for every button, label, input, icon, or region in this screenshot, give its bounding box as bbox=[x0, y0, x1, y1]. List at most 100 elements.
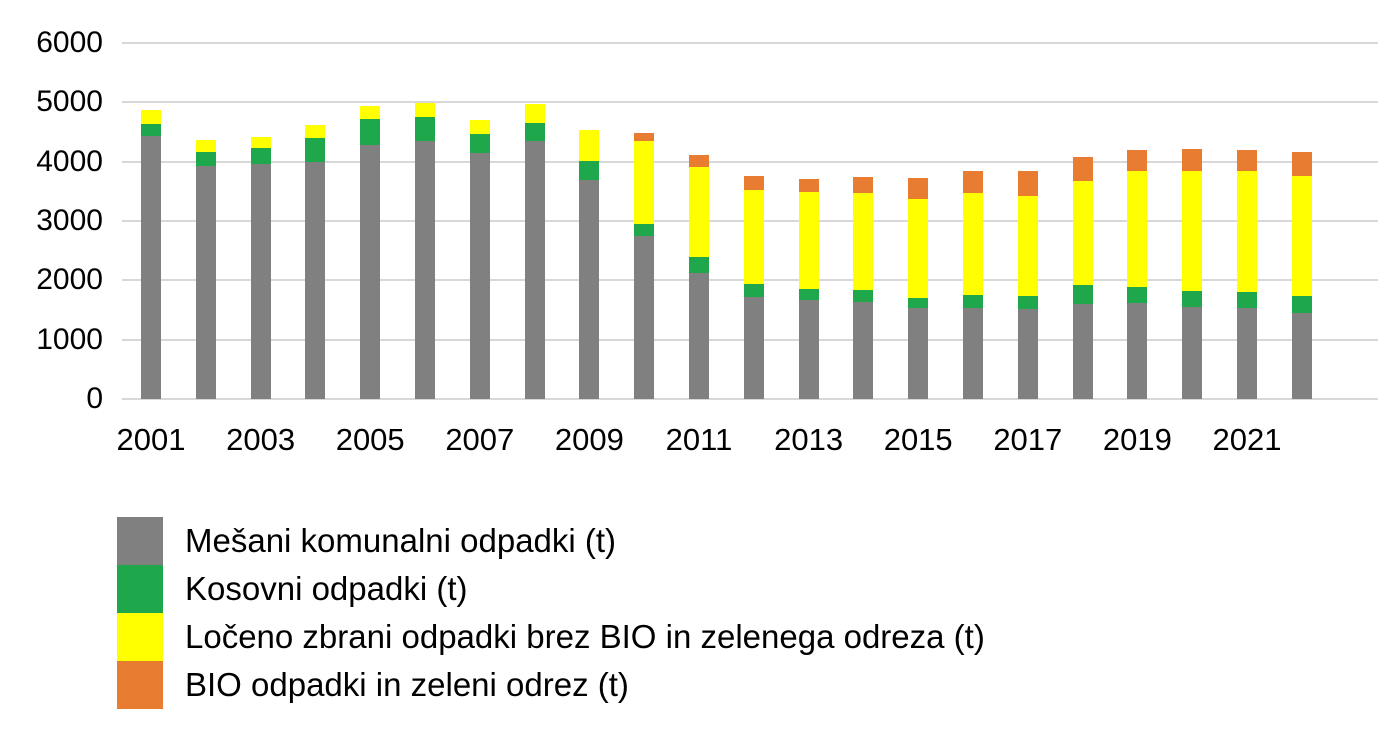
bar-segment-2006-series1 bbox=[415, 117, 435, 142]
bar-segment-2016-series0 bbox=[963, 307, 983, 399]
bar-segment-2002-series0 bbox=[195, 165, 216, 399]
gridline bbox=[122, 101, 1378, 104]
bar-segment-2010-series0 bbox=[634, 235, 655, 399]
bar-segment-2014-series1 bbox=[853, 289, 874, 302]
bar-segment-2017-series1 bbox=[1017, 296, 1038, 310]
bar-segment-2015-series3 bbox=[908, 177, 929, 199]
bar-segment-2017-series0 bbox=[1017, 309, 1038, 399]
legend-label-series2: Ločeno zbrani odpadki brez BIO in zelene… bbox=[185, 618, 985, 655]
bar-segment-2001-series1 bbox=[141, 123, 161, 137]
bar-segment-2010-series2 bbox=[634, 141, 655, 224]
bar-segment-2020-series0 bbox=[1182, 307, 1203, 399]
bar-segment-2018-series0 bbox=[1072, 304, 1093, 399]
y-axis-tick-label: 6000 bbox=[36, 26, 103, 59]
gridline bbox=[122, 42, 1378, 44]
bar-segment-2020-series2 bbox=[1182, 171, 1203, 291]
bar-segment-2020-series3 bbox=[1182, 149, 1203, 172]
bar-segment-2012-series0 bbox=[743, 296, 764, 399]
bar-segment-2006-series2 bbox=[415, 102, 435, 118]
bar-segment-2003-series0 bbox=[250, 164, 271, 399]
bar-segment-2002-series1 bbox=[195, 151, 216, 166]
bar-segment-2007-series1 bbox=[469, 134, 490, 154]
bar-segment-2022-series3 bbox=[1291, 151, 1312, 176]
bar-segment-2013-series1 bbox=[798, 289, 819, 301]
bar-segment-2016-series2 bbox=[963, 193, 983, 295]
bar-segment-2015-series2 bbox=[908, 198, 929, 298]
bar-segment-2011-series1 bbox=[689, 257, 709, 274]
bar-segment-2004-series0 bbox=[305, 161, 326, 399]
legend-label-series3: BIO odpadki in zeleni odrez (t) bbox=[185, 666, 629, 703]
bar-segment-2008-series1 bbox=[524, 123, 545, 142]
bar-segment-2007-series2 bbox=[469, 119, 490, 135]
bar-segment-2003-series1 bbox=[250, 148, 271, 165]
bar-segment-2013-series3 bbox=[798, 179, 819, 192]
bar-segment-2009-series1 bbox=[579, 161, 600, 180]
bar-segment-2015-series0 bbox=[908, 308, 929, 399]
x-axis-tick-label: 2019 bbox=[1102, 422, 1172, 457]
bar-segment-2009-series0 bbox=[579, 179, 600, 399]
bar-segment-2021-series3 bbox=[1237, 150, 1257, 172]
bar-segment-2001-series2 bbox=[141, 109, 161, 124]
y-axis-tick-label: 1000 bbox=[36, 322, 103, 356]
bar-segment-2019-series0 bbox=[1127, 303, 1148, 399]
bar-segment-2007-series0 bbox=[469, 153, 490, 399]
bar-segment-2004-series2 bbox=[305, 124, 326, 139]
x-axis-tick-label: 2011 bbox=[665, 422, 733, 457]
legend-label-series0: Mešani komunalni odpadki (t) bbox=[185, 522, 617, 559]
bar-segment-2014-series0 bbox=[853, 301, 874, 399]
bar-segment-2022-series2 bbox=[1291, 175, 1312, 297]
bar-segment-2014-series3 bbox=[853, 177, 874, 193]
x-axis-tick-label: 2005 bbox=[335, 422, 405, 457]
bar-segment-2008-series0 bbox=[524, 141, 545, 399]
y-axis-tick-label: 5000 bbox=[36, 85, 103, 119]
x-axis-tick-label: 2021 bbox=[1212, 422, 1282, 457]
bar-segment-2004-series1 bbox=[305, 138, 326, 162]
x-axis-tick-label: 2007 bbox=[445, 422, 515, 457]
bar-segment-2013-series0 bbox=[798, 300, 819, 399]
bar-segment-2005-series2 bbox=[360, 105, 381, 120]
bar-segment-2008-series2 bbox=[524, 103, 545, 124]
bar-segment-2001-series0 bbox=[141, 136, 161, 399]
bar-segment-2005-series1 bbox=[360, 119, 381, 146]
x-axis-tick-label: 2001 bbox=[116, 422, 186, 457]
bar-segment-2013-series2 bbox=[798, 191, 819, 290]
bar-segment-2012-series3 bbox=[743, 175, 764, 191]
legend-swatch-series2 bbox=[117, 613, 163, 661]
bar-segment-2017-series3 bbox=[1017, 171, 1038, 196]
bar-segment-2002-series2 bbox=[195, 139, 216, 152]
bar-segment-2003-series2 bbox=[250, 136, 271, 149]
legend-swatch-series3 bbox=[117, 661, 163, 709]
bar-segment-2011-series3 bbox=[689, 154, 709, 168]
x-axis-tick-label: 2013 bbox=[774, 422, 844, 457]
bar-segment-2012-series2 bbox=[743, 190, 764, 284]
bar-segment-2019-series1 bbox=[1127, 286, 1148, 304]
bar-segment-2021-series1 bbox=[1237, 292, 1257, 309]
bar-segment-2016-series1 bbox=[963, 294, 983, 308]
bar-segment-2014-series2 bbox=[853, 192, 874, 290]
bar-segment-2015-series1 bbox=[908, 297, 929, 309]
gridline bbox=[122, 398, 1378, 400]
bar-segment-2016-series3 bbox=[963, 170, 983, 194]
bar-segment-2017-series2 bbox=[1017, 195, 1038, 297]
bar-segment-2006-series0 bbox=[415, 141, 435, 399]
bar-segment-2010-series1 bbox=[634, 223, 655, 236]
x-axis-tick-label: 2003 bbox=[226, 422, 296, 457]
bar-segment-2022-series0 bbox=[1291, 312, 1312, 399]
bar-segment-2012-series1 bbox=[743, 283, 764, 297]
bar-segment-2011-series0 bbox=[689, 273, 709, 399]
legend-swatch-series1 bbox=[117, 565, 163, 613]
bar-segment-2018-series3 bbox=[1072, 157, 1093, 181]
y-axis-tick-label: 0 bbox=[86, 382, 103, 415]
bar-segment-2005-series0 bbox=[360, 145, 381, 399]
bar-segment-2020-series1 bbox=[1182, 290, 1203, 308]
legend-label-series1: Kosovni odpadki (t) bbox=[185, 570, 468, 607]
bar-segment-2021-series0 bbox=[1237, 308, 1257, 399]
bar-segment-2010-series3 bbox=[634, 132, 655, 142]
bar-segment-2022-series1 bbox=[1291, 296, 1312, 313]
legend-swatch-series0 bbox=[117, 517, 163, 565]
x-axis-tick-label: 2009 bbox=[554, 422, 624, 457]
bar-segment-2019-series2 bbox=[1127, 171, 1148, 287]
y-axis-tick-label: 3000 bbox=[36, 204, 103, 237]
bar-segment-2021-series2 bbox=[1237, 171, 1257, 293]
